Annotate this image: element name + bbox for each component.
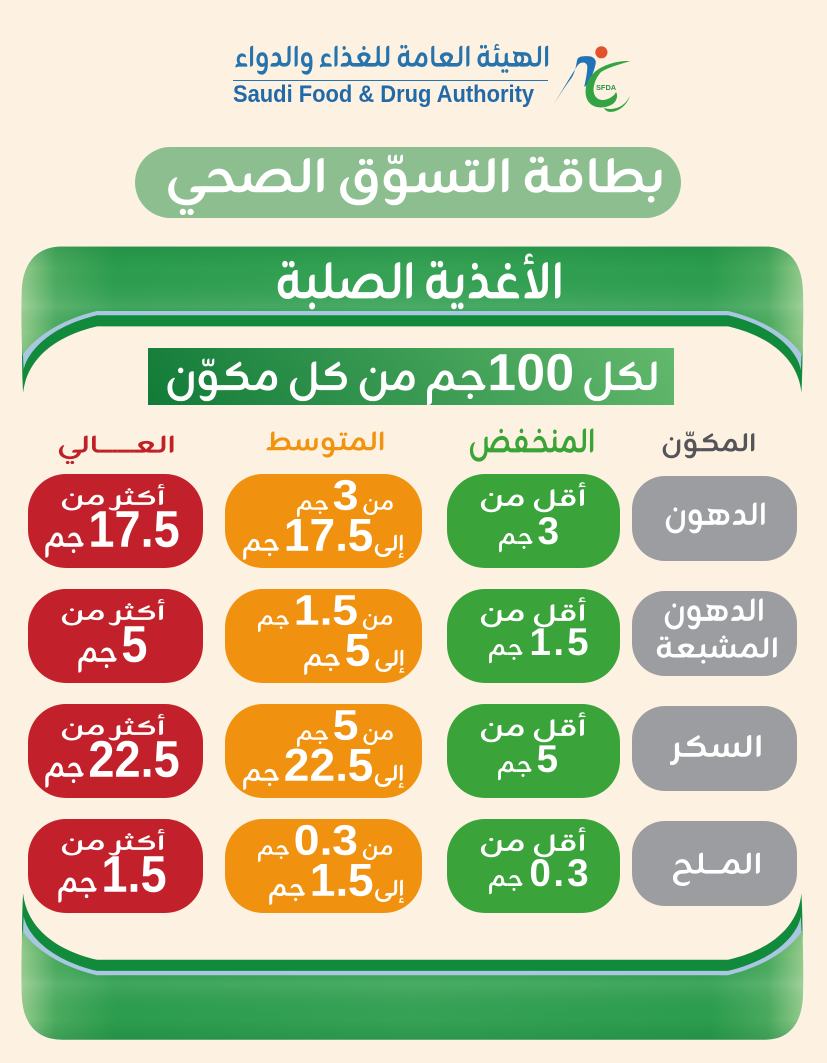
svg-text:SFDA: SFDA: [596, 83, 617, 92]
